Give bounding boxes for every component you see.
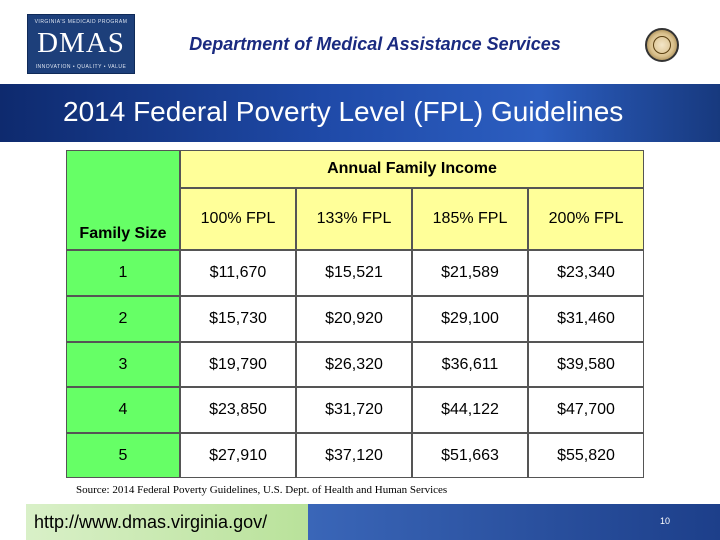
family-size-cell: 2 [66, 296, 180, 342]
table-cell: $39,580 [528, 342, 644, 387]
table-cell: $23,850 [180, 387, 296, 433]
table-cell: $21,589 [412, 250, 528, 296]
logo-tagline-bottom: INNOVATION • QUALITY • VALUE [35, 64, 127, 70]
column-header: 133% FPL [296, 188, 412, 250]
logo-wordmark: DMAS [37, 27, 125, 59]
footer-url-link[interactable]: http://www.dmas.virginia.gov/ [34, 512, 268, 532]
page-title: 2014 Federal Poverty Level (FPL) Guideli… [63, 96, 624, 127]
table-cell: $11,670 [180, 250, 296, 296]
table-cell: $19,790 [180, 342, 296, 387]
table-cell: $31,720 [296, 387, 412, 433]
table-cell: $23,340 [528, 250, 644, 296]
virginia-seal-icon [645, 28, 679, 62]
title-banner [0, 84, 720, 142]
family-size-cell: 1 [66, 250, 180, 296]
table-cell: $15,521 [296, 250, 412, 296]
table-cell: $36,611 [412, 342, 528, 387]
fpl-table: Family Size Annual Family Income 100% FP… [66, 150, 644, 478]
table-cell: $44,122 [412, 387, 528, 433]
column-header: 100% FPL [180, 188, 296, 250]
department-title: Department of Medical Assistance Service… [189, 34, 561, 54]
column-header: 185% FPL [412, 188, 528, 250]
family-size-cell: 5 [66, 433, 180, 478]
table-cell: $29,100 [412, 296, 528, 342]
footer-url-panel [26, 504, 308, 540]
table-cell: $15,730 [180, 296, 296, 342]
table-cell: $26,320 [296, 342, 412, 387]
page-number: 10 [660, 516, 671, 526]
annual-income-header: Annual Family Income [180, 150, 644, 188]
header: VIRGINIA'S MEDICAID PROGRAM DMAS INNOVAT… [0, 0, 720, 84]
family-size-header: Family Size [66, 150, 180, 250]
table-cell: $27,910 [180, 433, 296, 478]
table-cell: $51,663 [412, 433, 528, 478]
column-header: 200% FPL [528, 188, 644, 250]
table-cell: $20,920 [296, 296, 412, 342]
table-cell: $47,700 [528, 387, 644, 433]
family-size-cell: 4 [66, 387, 180, 433]
table-cell: $55,820 [528, 433, 644, 478]
table-cell: $37,120 [296, 433, 412, 478]
family-size-cell: 3 [66, 342, 180, 387]
dmas-logo: VIRGINIA'S MEDICAID PROGRAM DMAS INNOVAT… [27, 14, 135, 74]
source-note: Source: 2014 Federal Poverty Guidelines,… [76, 484, 448, 496]
table-cell: $31,460 [528, 296, 644, 342]
logo-tagline-top: VIRGINIA'S MEDICAID PROGRAM [34, 19, 128, 25]
footer-bar [308, 504, 720, 540]
